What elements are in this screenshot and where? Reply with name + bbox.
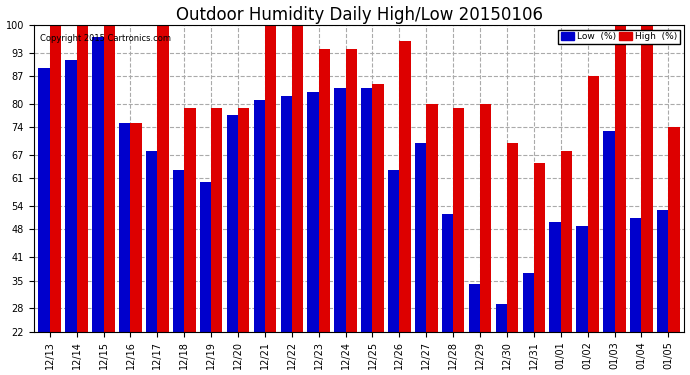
Bar (254, 100, 265, 332)
Bar (308, 92, 319, 332)
Bar (281, 96, 292, 332)
Bar (77, 25, 88, 332)
Bar (576, 225, 588, 332)
Text: Copyright 2015 Cartronics.com: Copyright 2015 Cartronics.com (40, 34, 171, 43)
Legend: Low  (%), High  (%): Low (%), High (%) (558, 30, 680, 44)
Bar (200, 182, 211, 332)
Bar (415, 143, 426, 332)
Bar (615, 25, 626, 332)
Bar (104, 25, 115, 332)
Bar (630, 217, 642, 332)
Bar (184, 108, 195, 332)
Bar (238, 108, 249, 332)
Bar (549, 222, 561, 332)
Bar (453, 108, 464, 332)
Bar (346, 49, 357, 332)
Bar (669, 127, 680, 332)
Bar (227, 116, 238, 332)
Bar (39, 68, 50, 332)
Bar (657, 210, 669, 332)
Bar (92, 37, 104, 332)
Bar (211, 108, 222, 332)
Bar (522, 273, 534, 332)
Bar (588, 76, 599, 332)
Bar (265, 25, 276, 332)
Bar (373, 84, 384, 332)
Bar (173, 171, 184, 332)
Bar (119, 123, 130, 332)
Bar (388, 171, 400, 332)
Bar (480, 104, 491, 332)
Bar (66, 60, 77, 332)
Bar (50, 25, 61, 332)
Bar (495, 304, 507, 332)
Bar (157, 25, 168, 332)
Bar (603, 131, 615, 332)
Bar (442, 214, 453, 332)
Bar (361, 88, 373, 332)
Bar (469, 285, 480, 332)
Bar (507, 143, 518, 332)
Bar (561, 151, 572, 332)
Bar (130, 123, 141, 332)
Bar (335, 88, 346, 332)
Title: Outdoor Humidity Daily High/Low 20150106: Outdoor Humidity Daily High/Low 20150106 (175, 6, 542, 24)
Bar (642, 25, 653, 332)
Bar (292, 25, 303, 332)
Bar (319, 49, 330, 332)
Bar (426, 104, 437, 332)
Bar (534, 163, 545, 332)
Bar (400, 41, 411, 332)
Bar (146, 151, 157, 332)
